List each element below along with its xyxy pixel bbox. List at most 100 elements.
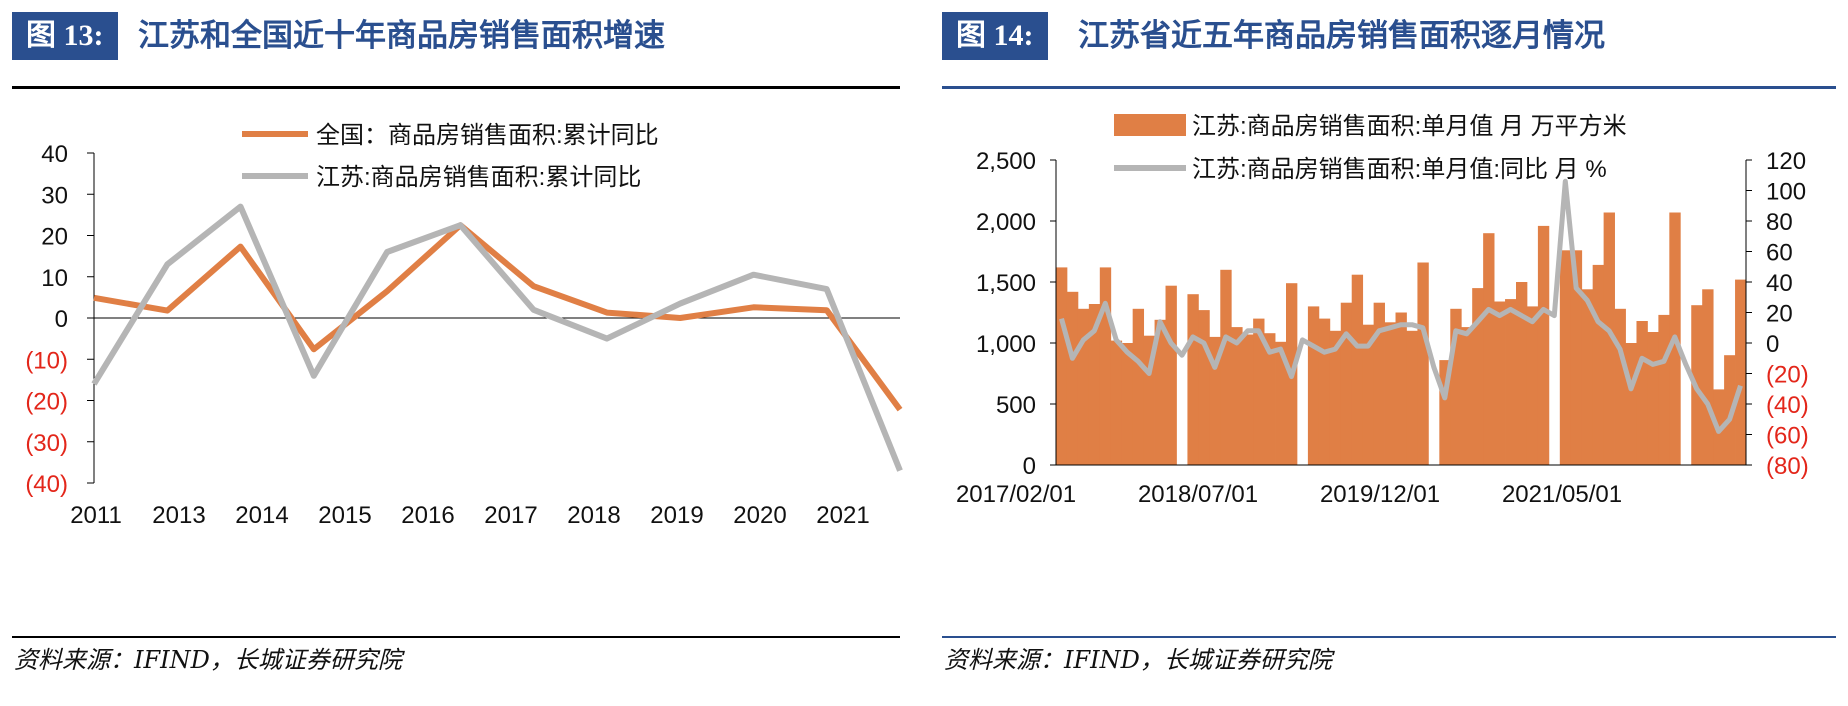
chart-14-bar (1384, 322, 1396, 465)
legend-14-bar-label: 江苏:商品房销售面积:单月值 月 万平方米 (1192, 113, 1627, 140)
chart-14-bar (1340, 302, 1353, 465)
chart-14-bar (1636, 321, 1648, 465)
chart-14-right-y-tick-labels: 120 100 80 60 40 20 0 (20) (40) (60) (80) (1766, 148, 1809, 480)
chart-14-bar (1121, 343, 1134, 465)
chart-14-bar (1494, 301, 1506, 465)
chart-13-y-tick-label: 40 (41, 141, 68, 168)
legend-13-jiangsu-label: 江苏:商品房销售面积:累计同比 (316, 164, 641, 191)
chart-14-yoy-series-line (1059, 178, 1743, 434)
chart-13-x-tick-label: 2011 (70, 502, 122, 529)
legend-13: 全国：商品房销售面积:累计同比 江苏:商品房销售面积:累计同比 (242, 122, 659, 191)
chart-14-bar (1537, 225, 1550, 465)
chart-14-left-tick-label: 500 (996, 392, 1036, 419)
chart-13-y-tick-label: (30) (25, 430, 68, 457)
chart-14-bar (1516, 282, 1528, 465)
legend-14-bar-swatch (1114, 114, 1186, 136)
chart-14-bar (1198, 310, 1210, 465)
chart-13-x-tick-label: 2019 (650, 502, 703, 529)
chart-14-bar (1154, 319, 1166, 465)
chart-14-bar (1220, 269, 1232, 465)
chart-14-bar (1472, 288, 1484, 465)
chart-13-x-tick-label: 2013 (152, 502, 205, 529)
chart-13-x-tick-label: 2021 (816, 502, 869, 529)
chart-14-right-tick-label: 80 (1766, 209, 1793, 236)
chart-14-bar (1351, 274, 1364, 465)
chart-14-bar (1056, 267, 1068, 465)
chart-14-bars (1056, 212, 1747, 465)
chart-14-bar (1253, 318, 1265, 465)
chart-13: 全国：商品房销售面积:累计同比 江苏:商品房销售面积:累计同比 40 30 20 10… (25, 122, 903, 529)
chart-14-bar (1275, 341, 1287, 465)
chart-14-bar (1329, 330, 1342, 465)
chart-13-x-tick-label: 2020 (733, 502, 786, 529)
chart-14-bar (1077, 308, 1090, 465)
chart-13-y-tick-label: 0 (55, 306, 68, 333)
chart-13-axes (87, 152, 900, 484)
figure-14-panel: 图 14: 江苏省近五年商品房销售面积逐月情况 江苏:商品房销售面积:单月值 月… (930, 0, 1848, 706)
chart-14-right-tick-label: 120 (1766, 148, 1806, 175)
figure-14-source: 资料来源：IFIND，长城证券研究院 (944, 646, 1332, 674)
figure-13-top-rule (12, 86, 900, 89)
chart-14-bar (1526, 306, 1539, 465)
chart-14-left-tick-label: 2,000 (976, 209, 1036, 236)
chart-13-y-tick-labels: 40 30 20 10 0 (10) (20) (30) (40) (25, 141, 68, 498)
chart-14-bar (1165, 285, 1177, 465)
chart-14-left-tick-label: 1,500 (976, 270, 1036, 297)
chart-14-bar (1264, 333, 1276, 465)
chart-13-y-tick-label: (40) (25, 471, 68, 498)
chart-14-bar (1143, 335, 1155, 465)
chart-14-axes (1050, 159, 1752, 466)
chart-13-x-tick-labels: 2011 2013 2014 2015 2016 2017 2018 2019 2020 2021 (70, 502, 870, 529)
chart-13-x-tick-label: 2016 (401, 502, 454, 529)
chart-14-right-tick-label: (40) (1766, 392, 1809, 419)
chart-14-x-tick-label: 2021/05/01 (1502, 481, 1622, 508)
chart-14-right-tick-label: (20) (1766, 362, 1809, 389)
figure-14-bottom-rule (942, 636, 1836, 638)
chart-14-right-tick-label: (80) (1766, 453, 1809, 480)
chart-14-bar (1362, 324, 1375, 465)
chart-14-bar (1417, 262, 1429, 465)
chart-14-bar (1658, 314, 1670, 465)
legend-14-line-label: 江苏:商品房销售面积:单月值:同比 月 % (1192, 156, 1607, 183)
legend-13-national-label: 全国：商品房销售面积:累计同比 (316, 122, 659, 149)
chart-14-bar (1647, 332, 1659, 465)
chart-14-bar (1614, 308, 1626, 465)
chart-14-bar (1395, 312, 1407, 465)
chart-14-right-tick-label: 40 (1766, 270, 1793, 297)
chart-13-x-tick-label: 2014 (235, 502, 288, 529)
chart-13-y-tick-label: (20) (25, 389, 68, 416)
chart-14-left-tick-label: 1,000 (976, 331, 1036, 358)
chart-14-bar (1603, 212, 1615, 465)
chart-14-x-tick-label: 2017/02/01 (956, 481, 1076, 508)
figure-13-title: 江苏和全国近十年商品房销售面积增速 (138, 18, 665, 54)
chart-14-bar (1406, 330, 1418, 465)
chart-14-left-tick-label: 2,500 (976, 148, 1036, 175)
figure-13-bottom-rule (12, 636, 900, 638)
chart-13-y-tick-label: 10 (41, 265, 68, 292)
chart-14-bar (1592, 264, 1605, 465)
chart-14-bar (1450, 308, 1462, 465)
chart-14-right-tick-label: 0 (1766, 331, 1779, 358)
chart-14-bar (1066, 291, 1079, 465)
chart-14-bar (1132, 308, 1145, 465)
figure-13-panel: 图 13: 江苏和全国近十年商品房销售面积增速 全国：商品房销售面积:累计同比 … (0, 0, 910, 706)
chart-13-series (91, 203, 903, 472)
figure-14-number: 图 14: (942, 12, 1048, 60)
chart-14-bar (1209, 336, 1221, 465)
figure-14-header: 图 14: 江苏省近五年商品房销售面积逐月情况 (942, 12, 1848, 64)
chart-14-bar (1483, 233, 1495, 465)
chart-14-bar (1439, 360, 1451, 465)
chart-14-bar (1187, 294, 1199, 465)
chart-14-bar (1307, 306, 1320, 465)
chart-14-bar (1088, 304, 1101, 465)
chart-14-x-tick-labels: 2017/02/01 2018/07/01 2019/12/01 2021/05/01 (956, 481, 1622, 508)
chart-14-bar (1735, 279, 1747, 465)
figure-13-number: 图 13: (12, 12, 118, 60)
chart-13-y-tick-label: 30 (41, 182, 68, 209)
chart-14-bar (1099, 267, 1112, 465)
chart-14-bar (1461, 327, 1473, 465)
chart-14-left-tick-label: 0 (1023, 453, 1036, 480)
chart-14-bar (1581, 289, 1594, 465)
legend-14: 江苏:商品房销售面积:单月值 月 万平方米 江苏:商品房销售面积:单月值:同比 … (1114, 113, 1627, 183)
chart-14-bar (1242, 334, 1254, 465)
